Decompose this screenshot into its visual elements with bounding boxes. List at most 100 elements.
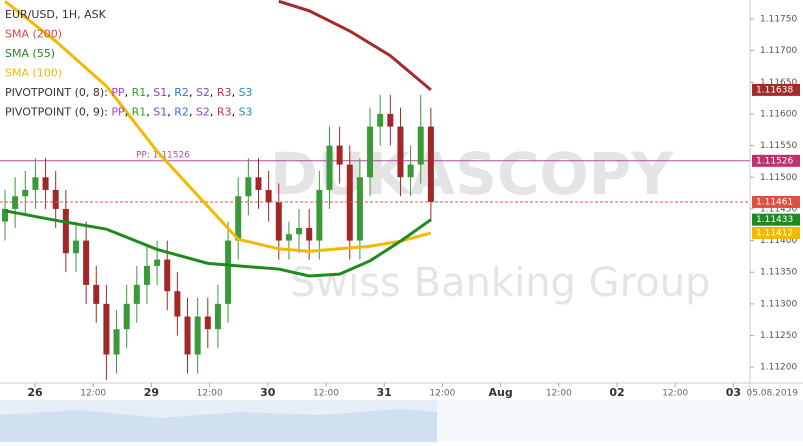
- candle-body: [387, 113, 394, 127]
- candle-body: [184, 316, 191, 355]
- y-tick-label: 1.11300: [760, 299, 797, 309]
- legend-item: R1: [132, 106, 147, 119]
- legend-item: R3: [217, 106, 232, 119]
- x-tick-label: 30: [260, 386, 276, 399]
- candle-body: [143, 265, 150, 285]
- y-tick-label: 1.11750: [760, 14, 797, 24]
- sma-line: [4, 0, 432, 253]
- price-tag: [752, 195, 800, 208]
- legend-item: R3: [217, 86, 232, 99]
- candle-body: [164, 259, 171, 292]
- candle-body: [204, 316, 211, 330]
- candle-body: [356, 177, 363, 241]
- legend-entry: PIVOTPOINT (0, 9): PP, R1, S1, R2, S2, R…: [5, 106, 253, 119]
- y-tick-label: 1.11650: [760, 78, 797, 88]
- legend-entry: SMA (55): [5, 47, 55, 60]
- candle-body: [377, 113, 384, 127]
- y-tick-label: 1.11200: [760, 363, 797, 373]
- candle-body: [346, 164, 353, 241]
- legend-entry: EUR/USD, 1H, ASK: [5, 8, 107, 21]
- legend-item: PP: [111, 86, 125, 99]
- legend-entry: SMA (200): [5, 28, 62, 41]
- y-tick-label: 1.11350: [760, 268, 797, 278]
- x-tick-label: 26: [27, 386, 43, 399]
- candle-body: [214, 303, 221, 330]
- candle-body: [154, 259, 161, 266]
- candle-body: [235, 196, 242, 241]
- legend-item: S1: [153, 106, 167, 119]
- price-tag-label: 1.11638: [756, 85, 793, 95]
- legend-item: S3: [239, 106, 253, 119]
- candle-body: [52, 189, 59, 209]
- candle-body: [93, 284, 100, 304]
- x-tick-label: 02: [609, 386, 624, 399]
- price-tag: [752, 213, 800, 226]
- legend-entry: SMA (100): [5, 67, 62, 80]
- candle-body: [123, 303, 130, 330]
- candle-body: [2, 208, 8, 222]
- y-tick-label: 1.11600: [760, 109, 797, 119]
- navigator-area: [0, 409, 437, 442]
- x-tick-label: 12:00: [197, 389, 223, 399]
- y-tick-label: 1.11700: [760, 46, 797, 56]
- sma-line: [4, 209, 432, 278]
- legend-item: R2: [174, 106, 189, 119]
- candle-body: [336, 145, 343, 165]
- candle-body: [32, 177, 39, 190]
- y-tick-label: 1.11550: [760, 141, 797, 151]
- candle-body: [326, 145, 333, 190]
- price-tag-label: 1.11412: [756, 228, 793, 238]
- legend-item: S2: [196, 86, 210, 99]
- price-tag-label: 1.11526: [756, 156, 793, 166]
- legend-entry: PIVOTPOINT (0, 8): PP, R1, S1, R2, S2, R…: [5, 86, 253, 99]
- legend-item: S2: [196, 106, 210, 119]
- candle-body: [174, 291, 181, 317]
- candle-body: [22, 189, 29, 197]
- x-tick-label: 12:00: [546, 389, 572, 399]
- candle-body: [275, 202, 282, 241]
- legend-item: R2: [174, 86, 189, 99]
- candle-body: [407, 164, 414, 178]
- candle-body: [265, 189, 272, 203]
- legend-item: S1: [153, 86, 167, 99]
- pivot-label: PP: 1.11526: [136, 150, 190, 160]
- candle-body: [316, 189, 323, 241]
- price-tag-label: 1.11433: [756, 215, 793, 225]
- x-tick-label: 12:00: [80, 389, 106, 399]
- candle-body: [62, 208, 69, 254]
- price-tag: [752, 154, 800, 167]
- legend-item: R1: [132, 86, 147, 99]
- candle-body: [306, 227, 313, 241]
- candle-body: [133, 284, 140, 304]
- candle-body: [255, 177, 262, 190]
- legend-label: PIVOTPOINT (0, 8):: [5, 86, 108, 99]
- price-tag: [752, 226, 800, 239]
- candle-body: [12, 196, 19, 209]
- price-tag-label: 1.11461: [756, 197, 793, 207]
- candle-body: [225, 240, 232, 304]
- candle-body: [397, 126, 404, 178]
- legend-item: S3: [239, 86, 253, 99]
- navigator-window[interactable]: [0, 400, 437, 442]
- legend-label: PIVOTPOINT (0, 9):: [5, 106, 108, 119]
- candle-body: [285, 234, 292, 241]
- x-tick-label: 03: [726, 386, 741, 399]
- candle-body: [367, 126, 374, 178]
- candle-body: [103, 303, 110, 355]
- candle-body: [113, 329, 120, 355]
- y-tick-label: 1.11450: [760, 204, 797, 214]
- candle-body: [296, 227, 303, 235]
- x-tick-label: 31: [377, 386, 392, 399]
- price-tag: [752, 83, 800, 96]
- x-tick-label: 12:00: [662, 389, 688, 399]
- candle-body: [427, 126, 434, 202]
- candle-body: [194, 316, 201, 355]
- sma-line: [278, 0, 432, 92]
- x-tick-label: Aug: [488, 386, 512, 399]
- candle-body: [417, 126, 424, 165]
- overlay: 1.11750 1.11700 1.11650 1.11600 1.11550 1.115…: [5, 8, 800, 399]
- watermark-text: Swiss Banking Group: [290, 260, 710, 306]
- y-tick-label: 1.11250: [760, 331, 797, 341]
- x-tick-label: 29: [144, 386, 159, 399]
